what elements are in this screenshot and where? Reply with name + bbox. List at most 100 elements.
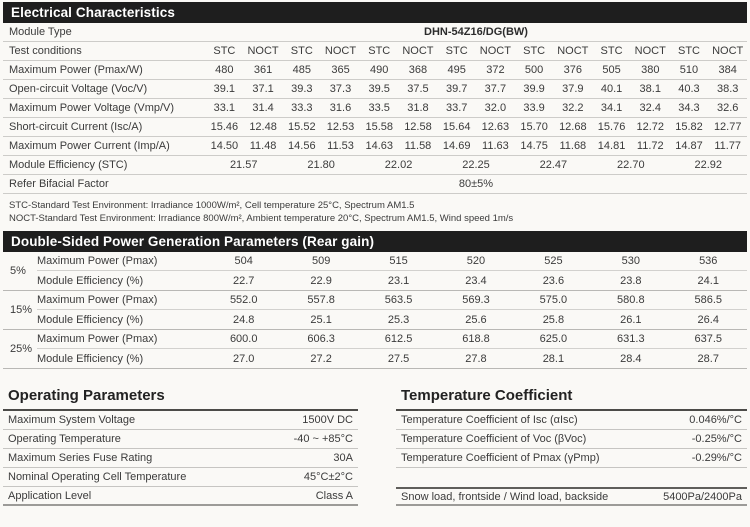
rear-gain-group-rows: Maximum Power (Pmax) 600.0 606.3 612.5 618.8… (37, 330, 747, 368)
electrical-value-cell: 12.53 (326, 121, 355, 133)
rear-gain-row: Module Efficiency (%) 22.7 22.9 23.1 23.4 23.… (37, 271, 747, 290)
electrical-value-cell: 39.1 (213, 83, 236, 95)
electrical-value-cell: 11.48 (249, 140, 277, 152)
rear-gain-row-values: 24.8 25.1 25.3 25.6 25.8 26.1 26.4 (205, 314, 747, 326)
parameter-value: Class A (315, 489, 353, 502)
electrical-row-label: Maximum Power Voltage (Vmp/V) (9, 102, 175, 114)
module-type-row: Module Type DHN-54Z16/DG(BW) (3, 23, 747, 42)
electrical-row: Maximum Power Voltage (Vmp/V) 33.1 31.4 33.… (3, 99, 747, 118)
rear-gain-value-cell: 26.4 (697, 313, 719, 326)
electrical-value-cell: 33.1 (213, 102, 236, 114)
stc-note: STC-Standard Test Environment: Irradianc… (9, 200, 415, 211)
rear-gain-value-cell: 27.8 (465, 352, 487, 365)
electrical-value-cell: 37.1 (252, 83, 274, 95)
rear-gain-row: Module Efficiency (%) 24.8 25.1 25.3 25.6 25.… (37, 310, 747, 329)
section-title-electrical: Electrical Characteristics (11, 5, 175, 20)
rear-gain-row-values: 27.0 27.2 27.5 27.8 28.1 28.4 28.7 (205, 353, 747, 365)
rear-gain-value-cell: 24.1 (697, 274, 719, 287)
rear-gain-value-cell: 26.1 (620, 313, 642, 326)
electrical-value-cell: 33.5 (368, 102, 390, 114)
rear-gain-row: Maximum Power (Pmax) 504 509 515 520 525 530 53… (37, 252, 747, 271)
electrical-value-cell: 39.5 (368, 83, 390, 95)
efficiency-value-cell: 22.02 (384, 159, 413, 171)
test-condition-cell: STC (290, 45, 313, 57)
electrical-row-values: 15.46 12.48 15.52 12.53 15.58 12.58 15.64 12.63… (205, 121, 747, 133)
rear-gain-group: 25% Maximum Power (Pmax) 600.0 606.3 612.5 61… (3, 330, 747, 369)
rear-gain-value-cell: 569.3 (462, 294, 490, 306)
parameter-value: 1500V DC (302, 414, 353, 426)
test-condition-cell: STC (368, 45, 391, 57)
test-condition-cell: NOCT (324, 45, 357, 57)
snow-wind-load-value: 5400Pa/2400Pa (663, 490, 742, 503)
rear-gain-value-cell: 580.8 (617, 294, 645, 306)
electrical-value-cell: 14.75 (520, 140, 548, 152)
spacer (396, 468, 747, 487)
module-type-label: Module Type (9, 26, 72, 38)
parameter-value: -0.25%/°C (691, 433, 742, 445)
rear-gain-percent: 5% (10, 265, 26, 277)
electrical-row: Open-circuit Voltage (Voc/V) 39.1 37.1 39.3… (3, 80, 747, 99)
operating-parameters-rows: Maximum System Voltage 1500V DC Operating … (3, 411, 358, 506)
electrical-value-cell: 485 (292, 64, 311, 76)
electrical-value-cell: 34.3 (678, 102, 700, 114)
electrical-value-cell: 12.77 (713, 121, 742, 133)
temperature-coefficient-title: Temperature Coefficient (396, 386, 747, 411)
test-condition-cell: STC (213, 45, 236, 57)
rear-gain-value-cell: 637.5 (694, 333, 722, 345)
rear-gain-row: Module Efficiency (%) 27.0 27.2 27.5 27.8 28.… (37, 349, 747, 368)
electrical-value-cell: 376 (563, 64, 582, 76)
operating-parameters-section: Operating Parameters Maximum System Volt… (3, 386, 358, 506)
rear-gain-value-cell: 22.9 (310, 274, 332, 287)
rear-gain-row-label: Module Efficiency (%) (37, 352, 144, 365)
electrical-value-cell: 33.3 (291, 102, 313, 114)
rear-gain-group: 15% Maximum Power (Pmax) 552.0 557.8 563.5 56… (3, 291, 747, 330)
noct-note: NOCT-Standard Test Environment: Irradian… (9, 213, 514, 224)
electrical-value-cell: 33.7 (445, 102, 468, 114)
rear-gain-value-cell: 606.3 (307, 333, 335, 345)
parameter-row: Application Level Class A (3, 487, 358, 506)
electrical-value-cell: 490 (370, 64, 389, 76)
rear-gain-value-cell: 25.1 (310, 313, 332, 326)
electrical-value-cell: 12.58 (404, 121, 432, 133)
electrical-row-values: 39.1 37.1 39.3 37.3 39.5 37.5 39.7 37.7 39.9 37.9… (205, 83, 747, 95)
parameter-value: 0.046%/°C (689, 414, 742, 426)
rear-gain-value-cell: 28.4 (620, 352, 642, 365)
parameter-label: Maximum Series Fuse Rating (8, 452, 153, 464)
rear-gain-value-cell: 618.8 (462, 333, 490, 345)
rear-gain-row-label: Maximum Power (Pmax) (37, 294, 158, 306)
electrical-value-cell: 14.81 (597, 140, 626, 152)
rear-gain-value-cell: 575.0 (539, 294, 568, 306)
section-header-rear-gain: Double-Sided Power Generation Parameters… (3, 231, 747, 252)
test-condition-cell: NOCT (557, 45, 589, 57)
parameter-label: Maximum System Voltage (8, 414, 136, 426)
electrical-value-cell: 14.87 (675, 140, 703, 152)
parameter-value: 45°C±2°C (303, 471, 353, 483)
section-title-rear-gain: Double-Sided Power Generation Parameters… (11, 234, 375, 249)
electrical-value-cell: 505 (602, 64, 621, 76)
module-type-value: DHN-54Z16/DG(BW) (424, 26, 528, 38)
temperature-coefficient-section: Temperature Coefficient Temperature Coef… (396, 386, 747, 506)
electrical-value-cell: 32.6 (716, 102, 739, 114)
temperature-coefficient-rows: Temperature Coefficient of Isc (αIsc) 0.0… (396, 411, 747, 468)
parameter-row: Temperature Coefficient of Voc (βVoc) -0.… (396, 430, 747, 449)
rear-gain-row-values: 600.0 606.3 612.5 618.8 625.0 631.3 637.5 (205, 333, 747, 345)
rear-gain-value-cell: 25.3 (387, 313, 410, 326)
rear-gain-row-label: Module Efficiency (%) (37, 313, 144, 326)
test-environment-notes: STC-Standard Test Environment: Irradianc… (3, 194, 747, 225)
electrical-value-cell: 15.58 (365, 121, 393, 133)
electrical-value-cell: 14.50 (210, 140, 239, 152)
electrical-value-cell: 11.72 (636, 140, 664, 152)
electrical-value-cell: 15.76 (597, 121, 626, 133)
snow-wind-load-row: Snow load, frontside / Wind load, backsi… (396, 487, 747, 506)
rear-gain-value-cell: 563.5 (384, 294, 413, 306)
module-efficiency-row: Module Efficiency (STC) 21.57 21.80 22.02 2… (3, 156, 747, 175)
rear-gain-value-cell: 25.6 (465, 313, 487, 326)
electrical-value-cell: 37.3 (329, 83, 352, 95)
efficiency-value-cell: 22.25 (462, 159, 490, 171)
test-conditions-label: Test conditions (9, 45, 82, 57)
module-efficiency-label: Module Efficiency (STC) (9, 159, 128, 171)
parameter-label: Temperature Coefficient of Pmax (γPmp) (401, 452, 600, 464)
rear-gain-table: 5% Maximum Power (Pmax) 504 509 515 520 525 530… (0, 252, 750, 369)
test-condition-cell: NOCT (634, 45, 666, 57)
electrical-value-cell: 12.63 (481, 121, 510, 133)
